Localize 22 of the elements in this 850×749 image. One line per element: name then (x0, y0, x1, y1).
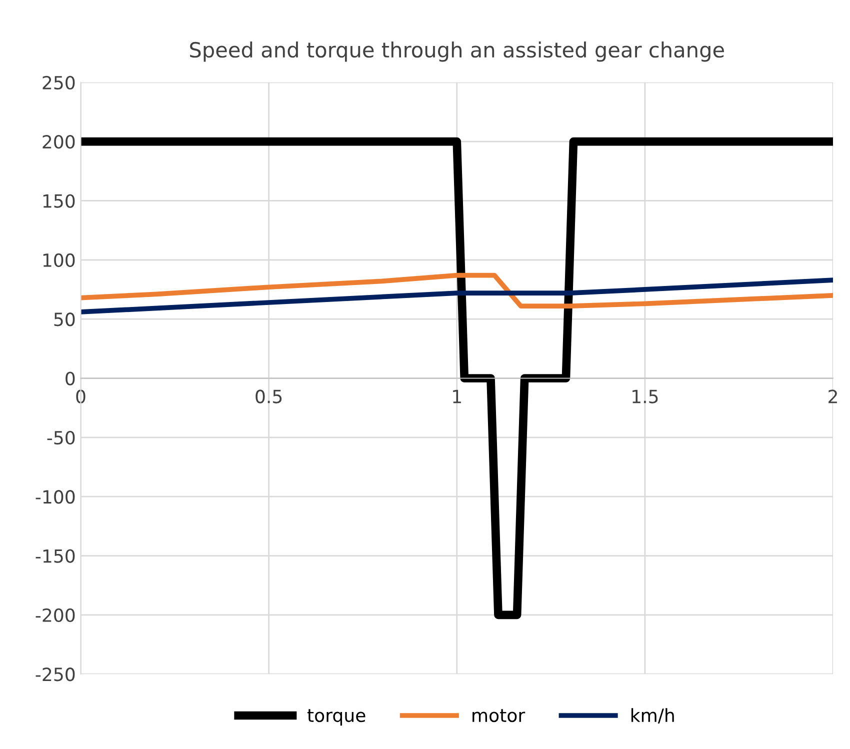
line-series (80, 278, 833, 314)
line-series (80, 272, 833, 308)
chart-title: Speed and torque through an assisted gear change (190, 42, 724, 62)
y-tick-label: -50 (47, 430, 75, 445)
legend-label: torque (307, 709, 366, 726)
x-tick-label: 0 (76, 390, 86, 404)
y-tick-label: 200 (42, 135, 75, 149)
x-tick-label: 0.5 (256, 390, 282, 404)
y-tick-label: 250 (42, 76, 75, 90)
y-tick-label: 150 (43, 194, 75, 208)
y-tick-label: 0 (66, 372, 75, 386)
legend-label: motor (472, 709, 526, 722)
x-tick-label: 1 (453, 390, 461, 404)
y-tick-label: 100 (43, 253, 75, 268)
y-tick-label: -150 (36, 549, 75, 563)
y-tick-label: -250 (36, 668, 75, 682)
x-tick-label: 2 (828, 390, 837, 404)
y-tick-label: -200 (36, 608, 75, 622)
y-tick-label: -100 (36, 490, 75, 504)
legend-label: km/h (631, 708, 674, 724)
x-tick-label: 1.5 (632, 390, 658, 404)
y-tick-label: 50 (54, 312, 75, 326)
